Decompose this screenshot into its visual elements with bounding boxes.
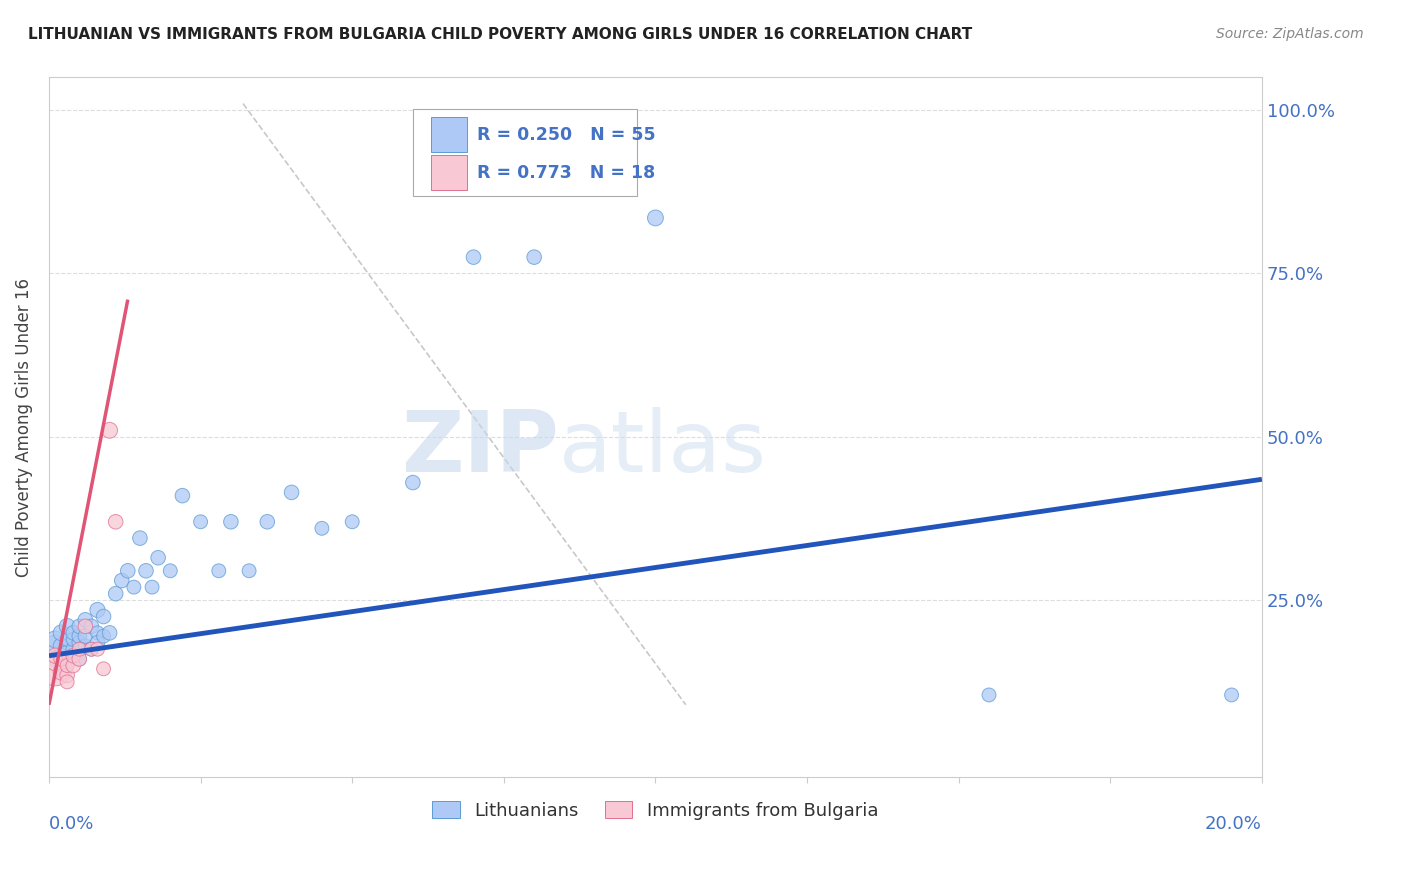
Point [67, 652, 90, 666]
Point [190, 515, 212, 529]
Text: 20.0%: 20.0% [1205, 815, 1263, 833]
Point [67, 635, 90, 649]
Point [62, 648, 84, 663]
Point [56, 658, 79, 673]
Point [104, 587, 127, 601]
Point [56, 619, 79, 633]
Text: ZIP: ZIP [401, 407, 558, 490]
Point [1220, 688, 1243, 702]
Point [80, 642, 103, 657]
Point [523, 250, 546, 264]
Text: LITHUANIAN VS IMMIGRANTS FROM BULGARIA CHILD POVERTY AMONG GIRLS UNDER 16 CORREL: LITHUANIAN VS IMMIGRANTS FROM BULGARIA C… [28, 27, 973, 42]
Text: 0.0%: 0.0% [49, 815, 94, 833]
Point [238, 564, 260, 578]
Point [98, 423, 121, 437]
Point [111, 574, 134, 588]
Point [135, 564, 157, 578]
Point [67, 629, 90, 643]
Point [129, 531, 152, 545]
Point [56, 668, 79, 682]
Point [644, 211, 666, 225]
Point [93, 662, 115, 676]
Point [122, 580, 145, 594]
Point [62, 632, 84, 647]
Point [44, 642, 66, 657]
Point [62, 658, 84, 673]
Point [146, 550, 169, 565]
Point [44, 648, 66, 663]
Point [402, 475, 425, 490]
Point [56, 674, 79, 689]
Point [49, 658, 72, 673]
Text: Source: ZipAtlas.com: Source: ZipAtlas.com [1216, 27, 1364, 41]
Point [67, 652, 90, 666]
Point [67, 642, 90, 657]
Point [280, 485, 302, 500]
Point [80, 619, 103, 633]
Point [49, 648, 72, 663]
Point [80, 642, 103, 657]
Point [159, 564, 181, 578]
Point [67, 645, 90, 659]
Point [93, 629, 115, 643]
Point [62, 625, 84, 640]
Y-axis label: Child Poverty Among Girls Under 16: Child Poverty Among Girls Under 16 [15, 277, 32, 576]
Point [86, 635, 108, 649]
Text: R = 0.250   N = 55: R = 0.250 N = 55 [477, 126, 655, 144]
Point [56, 632, 79, 647]
Legend: Lithuanians, Immigrants from Bulgaria: Lithuanians, Immigrants from Bulgaria [425, 794, 886, 827]
Point [104, 515, 127, 529]
Point [75, 613, 97, 627]
Point [44, 662, 66, 676]
Point [62, 642, 84, 657]
Point [44, 632, 66, 647]
Point [56, 645, 79, 659]
Point [75, 629, 97, 643]
Point [172, 489, 194, 503]
Point [86, 625, 108, 640]
Point [49, 639, 72, 653]
Point [86, 603, 108, 617]
Point [117, 564, 139, 578]
Point [75, 619, 97, 633]
Point [311, 521, 333, 535]
Point [49, 665, 72, 679]
Point [141, 580, 163, 594]
FancyBboxPatch shape [432, 118, 467, 153]
Point [86, 642, 108, 657]
Point [44, 652, 66, 666]
Point [463, 250, 485, 264]
Point [98, 625, 121, 640]
Text: R = 0.773   N = 18: R = 0.773 N = 18 [477, 164, 655, 182]
Point [75, 639, 97, 653]
Point [49, 625, 72, 640]
Point [208, 564, 231, 578]
Point [93, 609, 115, 624]
Point [67, 619, 90, 633]
Point [56, 655, 79, 669]
Point [219, 515, 242, 529]
Point [342, 515, 364, 529]
Point [62, 648, 84, 663]
Point [49, 652, 72, 666]
Point [977, 688, 1000, 702]
FancyBboxPatch shape [413, 109, 637, 196]
Text: atlas: atlas [558, 407, 766, 490]
FancyBboxPatch shape [432, 155, 467, 190]
Point [256, 515, 278, 529]
Point [44, 655, 66, 669]
